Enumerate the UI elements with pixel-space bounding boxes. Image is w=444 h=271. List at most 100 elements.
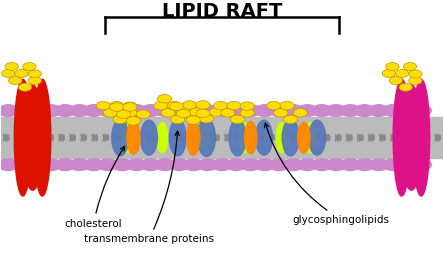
Circle shape [98,159,118,170]
Circle shape [226,105,246,117]
Circle shape [56,159,75,170]
Circle shape [154,101,168,110]
Circle shape [369,159,388,170]
Circle shape [5,63,18,70]
Circle shape [341,159,360,170]
Circle shape [110,101,124,110]
Circle shape [84,105,103,117]
Circle shape [255,105,274,117]
Circle shape [284,159,303,170]
Circle shape [399,83,412,91]
Bar [1,117,443,158]
Circle shape [155,105,175,117]
Circle shape [383,159,403,170]
Circle shape [9,77,22,85]
Circle shape [196,101,210,109]
Circle shape [180,102,194,110]
Circle shape [312,105,332,117]
Ellipse shape [199,122,210,153]
Circle shape [269,105,289,117]
Ellipse shape [186,120,200,155]
Circle shape [198,105,218,117]
Circle shape [412,105,431,117]
Circle shape [382,69,396,78]
Circle shape [355,159,374,170]
Circle shape [412,159,431,170]
Circle shape [13,159,32,170]
Circle shape [112,105,132,117]
Circle shape [28,77,41,85]
Circle shape [136,110,151,118]
Circle shape [214,101,228,110]
Circle shape [383,105,403,117]
Circle shape [41,105,61,117]
Circle shape [397,105,417,117]
Circle shape [221,109,235,117]
Circle shape [241,105,260,117]
Circle shape [127,117,141,125]
Circle shape [170,115,185,124]
Ellipse shape [14,79,32,196]
Ellipse shape [141,120,157,155]
Circle shape [389,77,403,85]
Ellipse shape [198,119,215,157]
Circle shape [341,105,360,117]
Ellipse shape [412,79,430,196]
Circle shape [298,105,317,117]
Circle shape [161,109,175,117]
Circle shape [169,102,183,111]
Circle shape [170,105,189,117]
Circle shape [274,109,288,117]
Circle shape [298,159,317,170]
Circle shape [397,159,417,170]
Circle shape [198,159,218,170]
Circle shape [123,103,137,111]
Circle shape [240,102,254,110]
Circle shape [70,105,89,117]
Circle shape [284,115,297,124]
Text: LIPID RAFT: LIPID RAFT [162,2,282,21]
Circle shape [186,116,200,124]
Ellipse shape [229,120,246,156]
Circle shape [404,63,417,70]
Circle shape [190,108,204,116]
Circle shape [110,103,124,111]
Circle shape [230,115,245,124]
Ellipse shape [282,120,299,156]
Circle shape [240,109,254,117]
Circle shape [227,101,241,110]
Ellipse shape [34,79,51,196]
Circle shape [141,105,160,117]
Circle shape [209,108,223,116]
Circle shape [212,159,232,170]
Circle shape [2,69,15,78]
Circle shape [127,159,146,170]
Circle shape [84,159,103,170]
Ellipse shape [276,122,287,153]
Ellipse shape [238,122,250,153]
Circle shape [98,105,118,117]
Ellipse shape [393,79,410,196]
Ellipse shape [400,85,422,190]
Circle shape [157,95,171,103]
Circle shape [293,109,307,117]
Circle shape [123,102,137,110]
Circle shape [123,109,137,117]
Circle shape [184,159,203,170]
Ellipse shape [256,120,273,155]
Circle shape [41,159,61,170]
Circle shape [141,159,160,170]
Circle shape [280,101,294,110]
Circle shape [70,159,89,170]
Circle shape [255,159,274,170]
Circle shape [176,109,190,118]
Circle shape [312,159,332,170]
Circle shape [386,63,399,70]
Circle shape [127,105,146,117]
Circle shape [113,115,127,124]
Circle shape [409,77,422,85]
Circle shape [96,101,111,110]
Ellipse shape [245,121,257,154]
Ellipse shape [305,122,316,153]
Circle shape [15,69,28,78]
